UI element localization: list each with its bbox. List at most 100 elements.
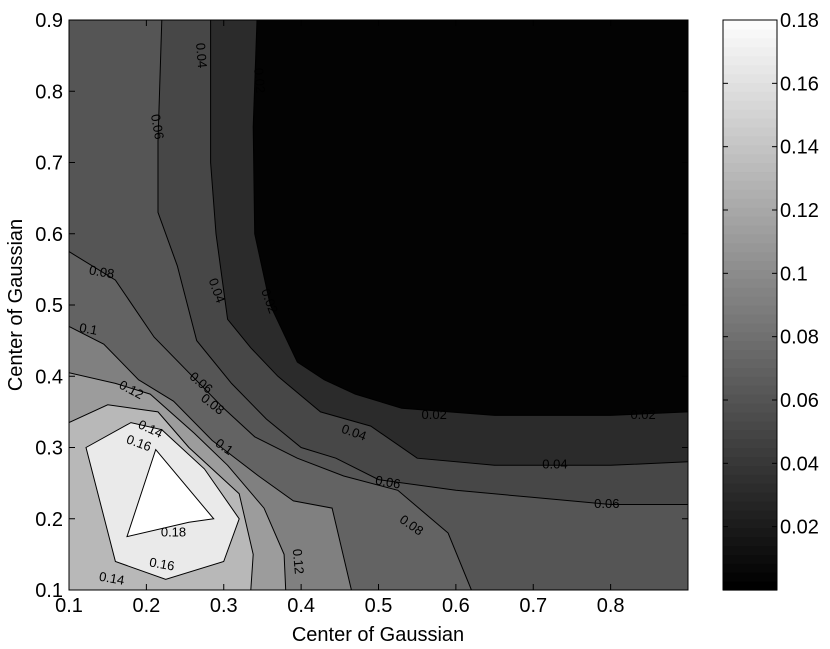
colorbar-swatch xyxy=(723,287,777,297)
colorbar-swatch xyxy=(723,518,777,529)
colorbar-swatch xyxy=(723,296,777,306)
contour-label: 0.14 xyxy=(98,569,126,588)
colorbar-swatch xyxy=(723,109,777,119)
colorbar-swatch xyxy=(723,269,777,279)
contour-line xyxy=(157,20,688,505)
colorbar-swatch xyxy=(723,46,777,57)
contour-label: 0.06 xyxy=(148,113,167,141)
colorbar-swatch xyxy=(723,527,777,538)
colorbar-swatch xyxy=(723,474,777,484)
colorbar-swatch xyxy=(723,144,777,155)
colorbar-swatch xyxy=(723,100,777,110)
contour-label: 0.02 xyxy=(630,407,655,422)
contour-label: 0.02 xyxy=(422,407,447,422)
colorbar-swatch xyxy=(723,37,777,48)
y-tick-label: 0.5 xyxy=(35,295,63,317)
colorbar-swatch xyxy=(723,483,777,493)
colorbar-swatch xyxy=(723,322,777,333)
colorbar-swatch xyxy=(723,492,777,502)
contour-plot-area: 0.180.160.160.140.140.120.120.10.10.080.… xyxy=(69,20,688,590)
contour-label: 0.08 xyxy=(88,262,116,281)
y-tick-label: 0.7 xyxy=(35,153,63,175)
contour-line xyxy=(85,422,240,580)
colorbar-swatch xyxy=(723,55,777,66)
colorbar-swatch xyxy=(723,447,777,458)
contour-line xyxy=(252,20,688,416)
contour-label: 0.04 xyxy=(542,457,567,472)
colorbar-swatch xyxy=(723,545,777,555)
colorbar-swatch xyxy=(723,367,777,377)
contour-label: 0.06 xyxy=(374,472,402,491)
contour-line xyxy=(69,251,472,590)
y-tick-label: 0.9 xyxy=(35,10,63,32)
colorbar-swatch xyxy=(723,349,777,360)
contour-label: 0.18 xyxy=(161,524,186,539)
colorbar-tick-label: 0.08 xyxy=(780,327,819,349)
colorbar-swatch xyxy=(723,340,777,351)
colorbar-tick-label: 0.02 xyxy=(780,517,819,539)
colorbar-swatch xyxy=(723,207,777,217)
colorbar-swatch xyxy=(723,153,777,164)
colorbar-swatch xyxy=(723,358,777,368)
contour-label: 0.02 xyxy=(251,67,268,94)
y-tick-label: 0.2 xyxy=(35,509,63,531)
colorbar-swatch xyxy=(723,554,777,564)
x-tick-label: 0.8 xyxy=(597,595,625,617)
y-tick-label: 0.8 xyxy=(35,81,63,103)
colorbar-swatch xyxy=(723,117,777,128)
colorbar-swatch xyxy=(723,563,777,573)
colorbar-swatch xyxy=(723,251,777,262)
colorbar-swatch xyxy=(723,215,777,226)
colorbar-swatch xyxy=(723,73,777,83)
contour-region xyxy=(253,20,688,416)
colorbar-tick-label: 0.14 xyxy=(780,137,819,159)
colorbar-swatch xyxy=(723,331,777,342)
y-tick-label: 0.3 xyxy=(35,438,63,460)
contour-label: 0.12 xyxy=(290,548,307,575)
colorbar-swatch xyxy=(723,313,777,324)
colorbar-tick-label: 0.1 xyxy=(780,263,808,285)
colorbar: 0.02 0.04 0.06 0.08 0.1 0.12 0.14 0.16 0.18 xyxy=(722,10,819,591)
y-tick-label: 0.1 xyxy=(35,580,63,602)
x-tick-label: 0.7 xyxy=(519,595,547,617)
x-tick-label: 0.2 xyxy=(132,595,160,617)
colorbar-swatch xyxy=(723,224,777,235)
colorbar-swatch xyxy=(723,456,777,466)
colorbar-swatch xyxy=(723,260,777,270)
colorbar-tick-label: 0.04 xyxy=(780,453,819,475)
contour-label: 0.1 xyxy=(78,320,98,338)
colorbar-swatch xyxy=(723,536,777,547)
x-tick-label: 0.4 xyxy=(287,595,315,617)
contour-label: 0.06 xyxy=(594,496,619,511)
colorbar-swatch xyxy=(723,420,777,431)
colorbar-swatch xyxy=(723,394,777,404)
contour-line xyxy=(126,448,215,538)
x-tick-label: 0.6 xyxy=(442,595,470,617)
contour-line xyxy=(69,404,254,590)
colorbar-swatch xyxy=(723,411,777,422)
colorbar-swatch xyxy=(723,465,777,475)
colorbar-swatch xyxy=(723,572,777,582)
colorbar-swatch xyxy=(723,28,777,39)
colorbar-swatch xyxy=(723,385,777,395)
axes: 0.1 0.2 0.3 0.4 0.5 0.6 0.7 0.8 0.1 0.2 0.3 0.4 0.5 0… xyxy=(35,10,689,617)
colorbar-swatch xyxy=(723,581,777,591)
y-tick-label: 0.4 xyxy=(35,366,63,388)
colorbar-swatch xyxy=(723,180,777,190)
colorbar-swatch xyxy=(723,376,777,386)
y-axis-title: Center of Gaussian xyxy=(5,219,27,391)
contour-line xyxy=(69,325,352,590)
colorbar-tick-label: 0.18 xyxy=(780,10,819,32)
colorbar-swatch xyxy=(723,126,777,137)
colorbar-swatch xyxy=(723,438,777,449)
colorbar-tick-label: 0.16 xyxy=(780,73,819,95)
colorbar-swatch xyxy=(723,82,777,92)
contour-line xyxy=(210,20,688,466)
colorbar-swatch xyxy=(723,509,777,520)
contour-line xyxy=(69,372,287,590)
colorbar-swatch xyxy=(723,429,777,440)
colorbar-swatch xyxy=(723,91,777,101)
colorbar-frame xyxy=(722,19,778,591)
colorbar-tick-label: 0.06 xyxy=(780,390,819,412)
